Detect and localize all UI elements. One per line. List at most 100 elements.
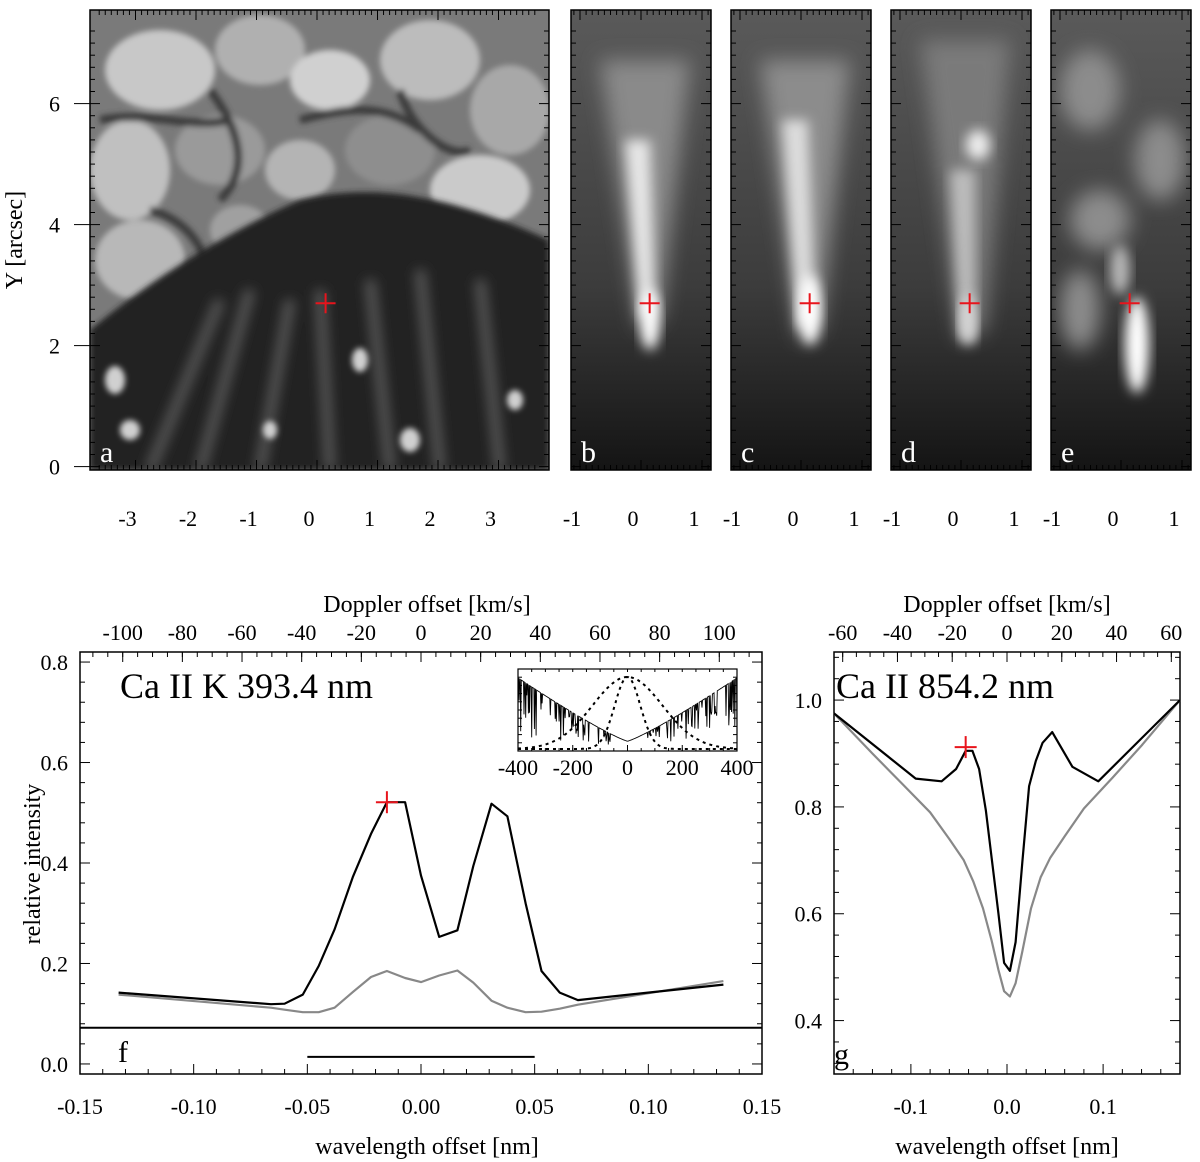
plot-g-marker xyxy=(954,736,977,759)
img-xtick-label: 1 xyxy=(1169,506,1180,531)
img-xtick-label: -1 xyxy=(563,506,581,531)
img-xtick-label: -1 xyxy=(239,506,257,531)
inset-xtick-label: 0 xyxy=(622,755,633,780)
plot-f-toptick-label: -20 xyxy=(347,620,376,645)
image-panel-e xyxy=(1051,10,1191,470)
panel-g-label: g xyxy=(834,1038,849,1071)
plot-g-toptick-label: -60 xyxy=(828,620,857,645)
image-panel-b xyxy=(571,10,711,470)
plot-g-ytick-label: 1.0 xyxy=(795,688,823,713)
img-ytick-label: 6 xyxy=(49,92,60,117)
inset-xtick-label: 400 xyxy=(721,755,754,780)
plot-f-ytick-label: 0.0 xyxy=(41,1052,69,1077)
panel-f-label: f xyxy=(118,1036,128,1069)
img-xtick-label: -1 xyxy=(1043,506,1061,531)
img-ytick-label: 2 xyxy=(49,334,60,359)
image-panel-a xyxy=(90,10,549,470)
panel-f-ylabel: relative intensity xyxy=(20,784,46,945)
plot-g-xtick-label: -0.1 xyxy=(893,1094,928,1119)
plot-f-xtick-label: -0.10 xyxy=(171,1094,217,1119)
img-xtick-label: 0 xyxy=(948,506,959,531)
panel-label-e: e xyxy=(1061,436,1074,469)
image-y-axis-label: Y [arcsec] xyxy=(2,191,28,289)
plot-f-ytick-label: 0.2 xyxy=(41,951,69,976)
plot-f-toptick-label: -80 xyxy=(168,620,197,645)
panel-label-a: a xyxy=(100,436,113,469)
plot-f-series-observed xyxy=(118,801,724,1006)
plot-f-ytick-label: 0.4 xyxy=(41,851,69,876)
img-xtick-label: 1 xyxy=(1009,506,1020,531)
plot-g-toptick-label: -20 xyxy=(938,620,967,645)
inset-filter-broad xyxy=(517,676,738,750)
image-panel-c xyxy=(731,10,871,470)
panel-f-title: Ca II K 393.4 nm xyxy=(120,666,373,706)
plot-f-toptick-label: 40 xyxy=(529,620,551,645)
plot-f-xtick-label: 0.10 xyxy=(629,1094,668,1119)
panel-f-xlabel: wavelength offset [nm] xyxy=(315,1134,539,1160)
marker-cross-e xyxy=(1119,293,1140,314)
plot-f-xtick-label: 0.00 xyxy=(402,1094,441,1119)
img-xtick-label: -2 xyxy=(179,506,197,531)
plot-f-ytick-label: 0.6 xyxy=(41,751,69,776)
profile-panel-f: -0.15 -0.10 -0.05 0.00 0.05 0.10 0.15-100 -80 -6… xyxy=(41,620,782,1119)
plot-f-toptick-label: -40 xyxy=(287,620,316,645)
plot-g-toptick-label: 40 xyxy=(1106,620,1128,645)
plot-g-xtick-label: 0.1 xyxy=(1089,1094,1117,1119)
panel-g-title: Ca II 854.2 nm xyxy=(836,666,1054,706)
img-xtick-label: 2 xyxy=(425,506,436,531)
panel-f-top-xlabel: Doppler offset [km/s] xyxy=(323,592,531,618)
plot-f-xtick-label: 0.15 xyxy=(743,1094,782,1119)
plot-f-toptick-label: 20 xyxy=(470,620,492,645)
img-xtick-label: 0 xyxy=(628,506,639,531)
plot-f-toptick-label: 80 xyxy=(649,620,671,645)
plot-g-toptick-label: -40 xyxy=(883,620,912,645)
plot-f-xtick-label: 0.05 xyxy=(515,1094,554,1119)
panel-g-top-xlabel: Doppler offset [km/s] xyxy=(903,592,1111,618)
plot-f-ytick-label: 0.8 xyxy=(41,650,69,675)
img-xtick-label: 0 xyxy=(304,506,315,531)
img-ytick-label: 0 xyxy=(49,455,60,480)
marker-cross-a xyxy=(315,293,336,314)
marker-cross-d xyxy=(959,293,980,314)
profile-panel-g: -0.1 0.0 0.1 -60 -40 -20 0 20 40 60 0.4 0.6 0.8 1.0 xyxy=(795,620,1183,1119)
img-ytick-label: 4 xyxy=(49,213,60,238)
plot-f-series-reference xyxy=(118,969,724,1014)
plot-g-xtick-label: 0.0 xyxy=(993,1094,1021,1119)
img-xtick-label: 1 xyxy=(849,506,860,531)
plot-f-xtick-label: -0.15 xyxy=(57,1094,103,1119)
image-axes: -3 -2 -1 0 1 2 3 -1 0 1 -1 0 1 -1 0 1 -1 0 1 0 2 4 6 xyxy=(49,10,1191,531)
img-xtick-label: 1 xyxy=(689,506,700,531)
inset-xtick-label: 200 xyxy=(666,755,699,780)
img-xtick-label: 3 xyxy=(485,506,496,531)
img-xtick-label: 0 xyxy=(788,506,799,531)
img-xtick-label: -1 xyxy=(723,506,741,531)
plot-f-toptick-label: 0 xyxy=(416,620,427,645)
inset-filter-narrow xyxy=(518,675,737,750)
plot-f-toptick-label: -100 xyxy=(103,620,143,645)
plot-g-series-reference xyxy=(833,699,1181,998)
plot-f-toptick-label: 100 xyxy=(703,620,736,645)
img-xtick-label: -3 xyxy=(118,506,136,531)
plot-g-ytick-label: 0.8 xyxy=(795,795,823,820)
inset-xtick-label: -200 xyxy=(553,755,593,780)
plot-f-toptick-label: 60 xyxy=(589,620,611,645)
plot-g-toptick-label: 0 xyxy=(1002,620,1013,645)
marker-cross-b xyxy=(639,293,660,314)
img-xtick-label: -1 xyxy=(883,506,901,531)
img-xtick-label: 1 xyxy=(364,506,375,531)
inset-xtick-label: -400 xyxy=(498,755,538,780)
plot-f-toptick-label: -60 xyxy=(227,620,256,645)
marker-cross-c xyxy=(799,293,820,314)
img-xtick-label: 0 xyxy=(1108,506,1119,531)
plot-g-frame xyxy=(833,651,1181,1075)
inset-spectrum xyxy=(517,677,738,745)
plot-f-marker xyxy=(375,791,398,814)
plot-f-xtick-label: -0.05 xyxy=(284,1094,330,1119)
plot-g-toptick-label: 20 xyxy=(1051,620,1073,645)
panel-g-xlabel: wavelength offset [nm] xyxy=(895,1134,1119,1160)
panel-label-d: d xyxy=(901,436,916,469)
plot-g-series-observed xyxy=(833,699,1181,973)
plot-g-ytick-label: 0.6 xyxy=(795,902,823,927)
plot-g-toptick-label: 60 xyxy=(1160,620,1182,645)
